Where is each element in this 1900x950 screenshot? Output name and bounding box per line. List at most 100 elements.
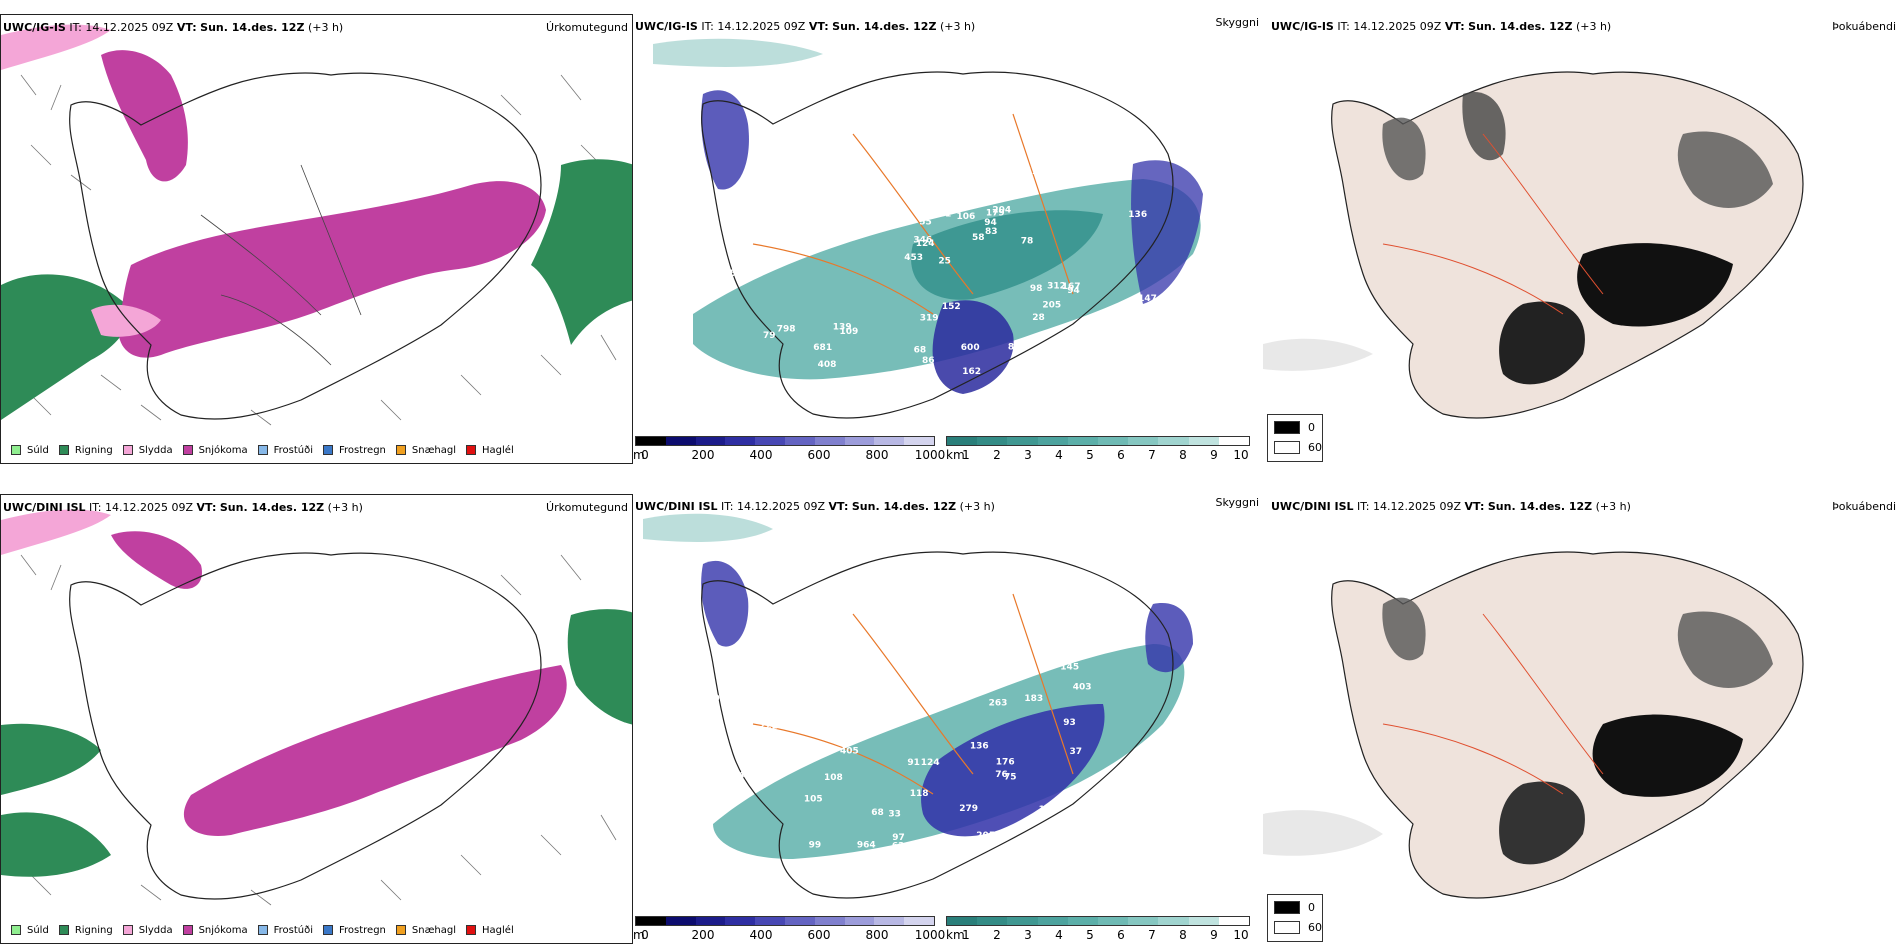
tick-label: 7 [1148,448,1156,462]
precip-legend-top: Súld Rigning Slydda Snjókoma Frostúði Fr… [1,441,632,459]
tick-label: 8 [1179,928,1187,942]
cloudbase-value-label: 86 [922,356,935,366]
fog-title: Þokuábendi [1832,20,1896,33]
tick-label: 6 [1117,448,1125,462]
cloudbase-value-label: 76 [995,770,1008,780]
legend-label: Frostregn [339,444,386,456]
cloudbase-value-label: 964 [857,841,876,851]
cloudbase-value-label: 984 [872,189,891,199]
cloudbase-value-label: 408 [818,360,837,370]
cloudbase-value-label: 222 [759,722,778,732]
cloud-map-bottom: 202 95 145 222 112 159 110 37 57 105 205 93 136 118 12… [643,513,1193,899]
legend-label: Snjókoma [198,924,248,936]
legend-item: Snjókoma [182,445,248,456]
legend-swatch [11,445,21,455]
tick-label: 2 [993,928,1001,942]
cloudbase-value-label: 110 [936,693,955,703]
legend-item: Haglél [466,925,514,936]
sleet-area-north [1,24,111,70]
legend-swatch [58,445,69,455]
cloudbase-value-label: 428 [738,771,757,781]
snow-area-central [183,665,567,836]
cloudbase-value-label: 98 [1030,284,1043,294]
cloudbase-value-label: 102 [758,155,777,165]
tick-label: 3 [1024,448,1032,462]
init-time: 14.12.2025 09Z [737,500,826,513]
precip-header-bottom: UWC/DINI ISL IT: 14.12.2025 09Z VT: Sun.… [3,501,363,514]
coastline [701,71,1174,419]
cloudbase-value-label: 167 [1062,282,1081,292]
legend-swatch [466,925,477,935]
tick-label: 800 [865,448,889,462]
cloudbase-value-label: 362 [1003,105,1022,115]
cloudbase-value-label: 288 [736,750,755,760]
cloudbase-value-label: 183 [1024,694,1043,704]
cloudbase-value-label: 55 [919,218,932,228]
precip-title: Úrkomutegund [546,21,628,34]
tick-label: 400 [749,448,773,462]
legend-item: Snæhagl [395,445,456,456]
roads [752,113,1074,315]
fog-area [1577,243,1733,327]
legend-item: Frostregn [323,925,386,936]
cloudbase-value-label: 159 [919,106,938,116]
legend-swatch [395,445,406,455]
roads [1382,133,1604,315]
cloudbase-value-label: 99 [809,841,822,851]
fog-area [1677,611,1773,688]
cloudbase-value-label: 678 [734,191,753,201]
precip-map-top [1,24,632,426]
cloudbase-area [701,560,749,647]
legend-label: 60 [1308,921,1322,934]
tick-label: 1 [962,448,970,462]
cloudbase-value-label: 33 [888,810,901,820]
cloudbase-value-label: 162 [962,367,981,377]
precip-legend-bottom: Súld Rigning Slydda Snjókoma Frostúði Fr… [1,921,632,939]
legend-swatch [1274,921,1300,934]
fog-area [1499,781,1585,865]
cloud-title: Skyggni [1215,496,1259,509]
tick-label: 800 [865,928,889,942]
cloudbase-value-label: 37 [1070,747,1083,757]
fog-header-top: UWC/IG-IS IT: 14.12.2025 09Z VT: Sun. 14… [1271,20,1611,33]
fog-area [1462,92,1506,161]
cloudbase-value-label: 381 [832,192,851,202]
rain-area-southwest [1,812,111,877]
valid-time: Sun. 14.des. 12Z [200,21,305,34]
cloudbase-value-label: 221 [917,151,936,161]
model-name: UWC/IG-IS [3,21,66,34]
legend-swatch [182,925,193,935]
cloudbase-value-label: 25 [938,257,951,267]
valid-time: Sun. 14.des. 12Z [851,500,957,513]
cloud-map-top: 2510212417910948994058103453419221305798… [653,38,1203,419]
tick-label: 5 [1086,928,1094,942]
tick-label: 400 [749,928,773,942]
lead-time: (+3 h) [307,21,344,34]
legend-item: Frostúði [257,445,313,456]
cloudbase-value-label: 152 [923,697,942,707]
precip-panel-top: UWC/IG-IS IT: 14.12.2025 09Z VT: Sun. 14… [0,14,633,464]
legend-item: Rigning [58,925,113,936]
model-name: UWC/DINI ISL [635,500,718,513]
cloudbase-value-label: 89 [806,203,819,213]
cloudbase-value-label: 202 [707,694,726,704]
tick-label: 6 [1117,928,1125,942]
init-time: 14.12.2025 09Z [717,20,806,33]
roads [1382,613,1604,795]
fog-legend-top: 0 60 [1267,414,1323,462]
lead-time: (+3 h) [959,500,995,513]
model-name: UWC/DINI ISL [3,501,86,514]
wind-barbs [20,554,617,906]
tick-label: 1000 [914,448,946,462]
cloud-panel-bottom: 202 95 145 222 112 159 110 37 57 105 205 93 136 118 12… [633,494,1263,944]
cloudbase-value-label: 62 [892,841,905,851]
cloudbase-value-label: 139 [1078,828,1097,838]
cloudbase-value-label: 263 [989,698,1008,708]
tick-label: 4 [1055,448,1063,462]
cloudbase-value-label: 147 [1138,294,1157,304]
cloudbase-value-label: 361 [933,210,952,220]
rain-area-east [567,609,632,725]
cloudbase-value-label: 681 [813,343,832,353]
cloudbase-value-label: 798 [777,324,796,334]
cloudbase-value-label: 71 [830,153,843,163]
